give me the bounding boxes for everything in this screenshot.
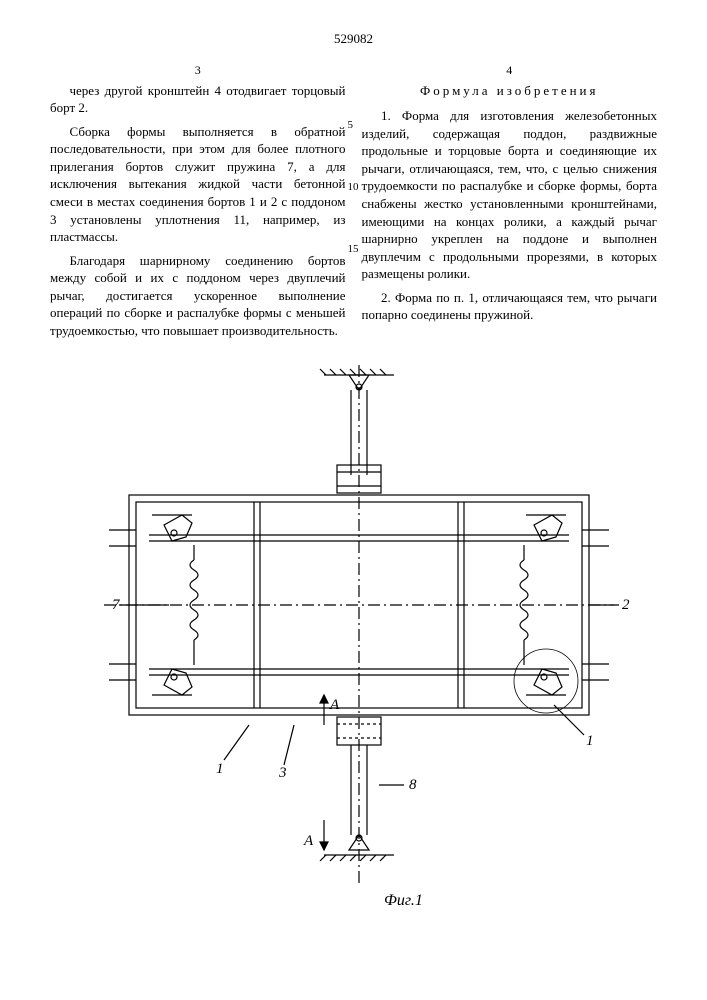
figure-svg: 7 2 1 1 3 8 А А Фиг.1 [74,365,634,925]
label-A-bot: А [303,833,314,849]
patent-number: 529082 [50,30,657,48]
section-A-upper [320,695,328,725]
line-marker-5: 5 [348,118,354,133]
section-A-lower [320,820,328,850]
right-col-number: 4 [362,62,658,78]
label-1: 1 [216,761,224,777]
figure-caption: Фиг.1 [384,892,423,909]
label-A-top: А [329,697,340,713]
figure-1: 7 2 1 1 3 8 А А Фиг.1 [50,365,657,925]
left-col-number: 3 [50,62,346,78]
left-column: 3 через другой кронштейн 4 отодвигает то… [50,62,346,346]
text-columns: 3 через другой кронштейн 4 отодвигает то… [50,62,657,346]
left-para-3: Благодаря шарнирному соединению бортов м… [50,252,346,340]
claims-heading: Формула изобретения [362,82,658,100]
line-marker-15: 15 [348,242,359,257]
claim-1: 1. Форма для изготовления железобетонных… [362,107,658,282]
label-8: 8 [409,777,417,793]
label-1r: 1 [586,733,594,749]
right-column: 4 Формула изобретения 5 10 15 1. Форма д… [362,62,658,346]
left-para-1: через другой кронштейн 4 отодвигает торц… [50,82,346,117]
left-para-2: Сборка формы выполняется в обратной посл… [50,123,346,246]
label-2: 2 [622,597,630,613]
label-3: 3 [278,765,287,781]
line-marker-10: 10 [348,180,359,195]
claim-2: 2. Форма по п. 1, отличающаяся тем, что … [362,289,658,324]
